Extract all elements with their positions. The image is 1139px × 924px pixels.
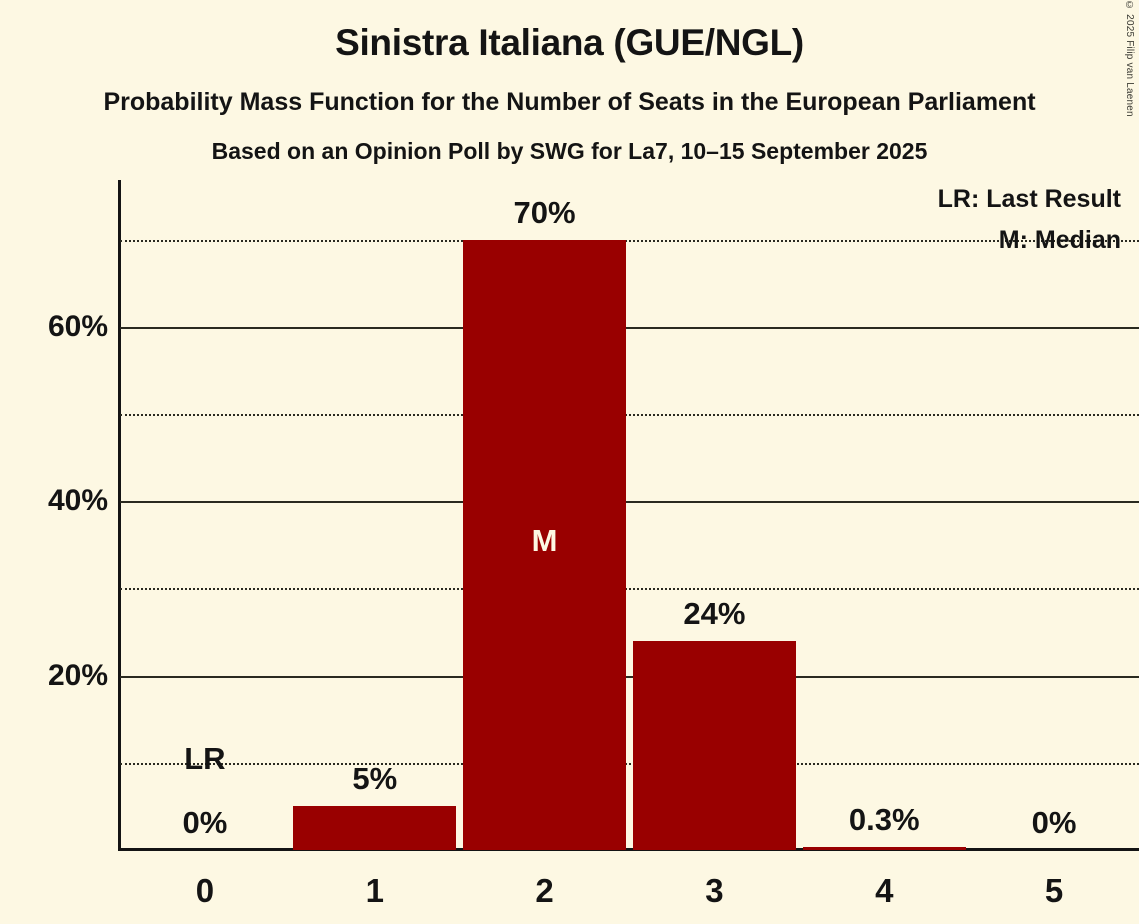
x-axis-line (118, 848, 1139, 851)
y-axis-tick-label: 40% (47, 484, 108, 518)
bar-value-label: 24% (683, 595, 746, 631)
x-axis-tick-label: 4 (875, 872, 894, 909)
last-result-marker: LR (184, 740, 226, 776)
gridline-major-20 (120, 675, 1139, 678)
y-axis-line (118, 180, 121, 850)
gridline-minor-70 (120, 239, 1139, 242)
gridline-minor-50 (120, 414, 1139, 416)
bar (293, 806, 457, 850)
bar-value-label: 0% (182, 805, 228, 840)
gridline-minor-10 (120, 762, 1139, 765)
bar-value-label: 0.3% (848, 802, 920, 837)
bar-value-label: 70% (513, 194, 576, 230)
y-axis-tick-label: 20% (47, 658, 108, 692)
x-axis-tick-label: 1 (365, 872, 384, 909)
gridline-major-60 (120, 326, 1139, 329)
x-axis-tick-label: 2 (535, 872, 554, 909)
chart-source-subtitle: Based on an Opinion Poll by SWG for La7,… (211, 138, 928, 164)
copyright-notice: © 2025 Filip van Laenen (1124, 0, 1135, 117)
bar-value-label: 0% (1031, 805, 1077, 840)
bar (463, 239, 627, 850)
x-axis-tick-label: 5 (1044, 872, 1064, 909)
bar-value-label: 5% (352, 761, 398, 797)
gridline-minor-30 (120, 588, 1139, 591)
x-axis-tick-label: 3 (705, 872, 724, 909)
legend-median: M: Median (998, 226, 1121, 254)
page-title: Sinistra Italiana (GUE/NGL) (335, 22, 804, 63)
chart-subtitle: Probability Mass Function for the Number… (103, 88, 1036, 116)
bar (802, 847, 966, 850)
legend-last-result: LR: Last Result (937, 185, 1121, 213)
plot-area (120, 180, 1139, 850)
y-axis-tick-label: 60% (47, 309, 108, 343)
gridline-major-40 (120, 501, 1139, 504)
bar (632, 640, 796, 850)
median-marker: M (531, 522, 558, 558)
x-axis-tick-label: 0 (195, 872, 215, 909)
